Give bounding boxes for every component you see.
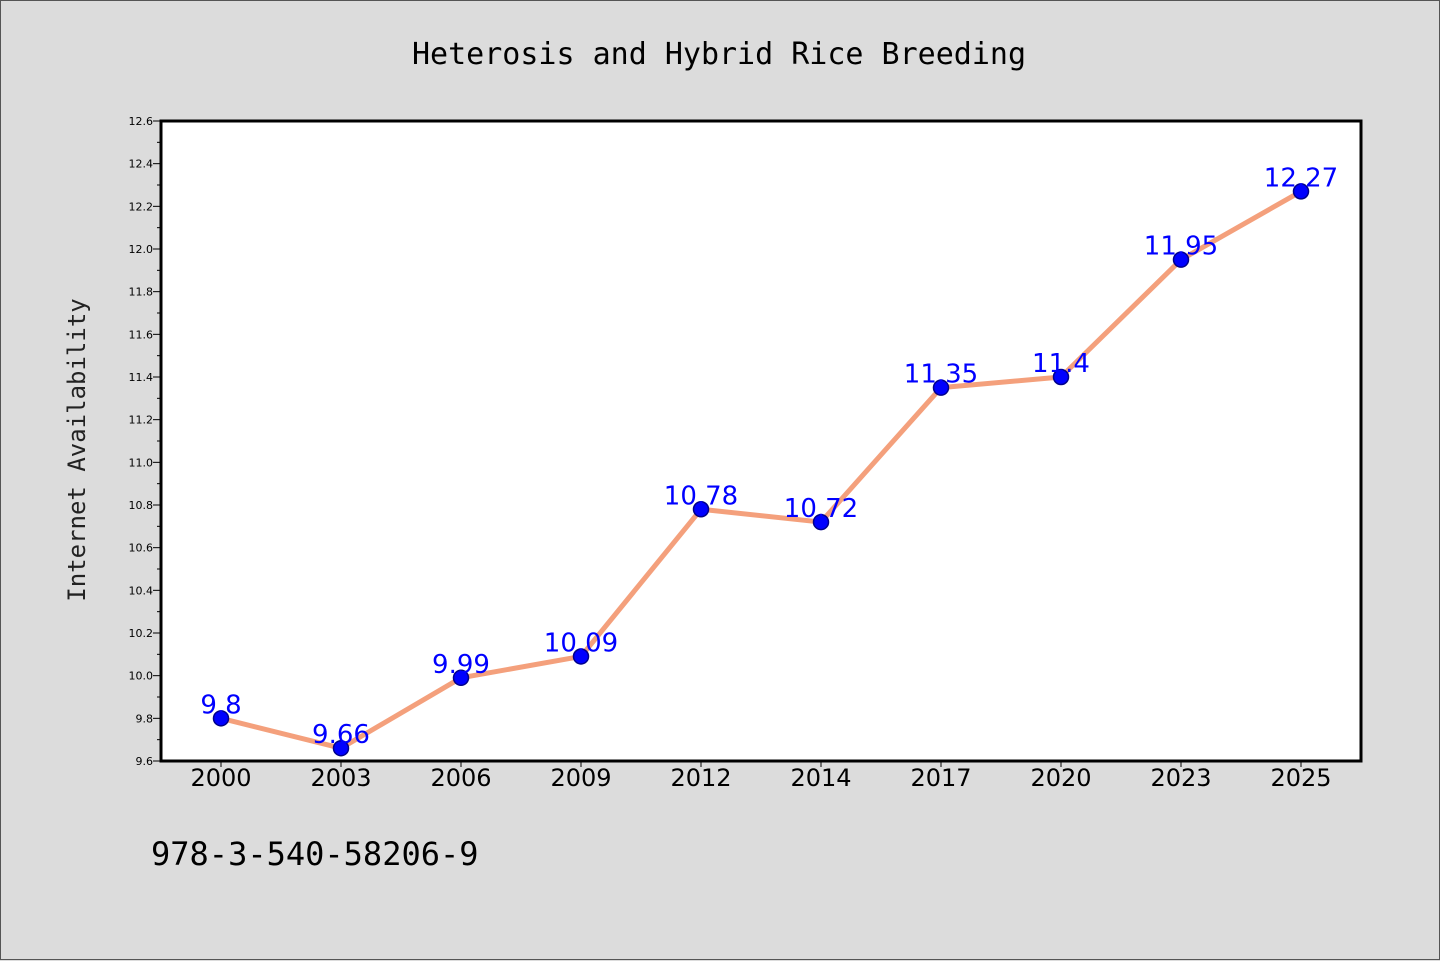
x-tick-label: 2020 bbox=[1030, 764, 1091, 792]
x-tick-label: 2025 bbox=[1270, 764, 1331, 792]
y-axis-label: Internet Availability bbox=[63, 298, 91, 601]
series-line-path bbox=[218, 188, 1304, 751]
chart-title: Heterosis and Hybrid Rice Breeding bbox=[412, 37, 1026, 72]
y-tick-label: 10.0 bbox=[129, 670, 154, 683]
y-tick-label: 11.6 bbox=[129, 328, 154, 341]
x-tick-label: 2023 bbox=[1150, 764, 1211, 792]
x-tick-label: 2000 bbox=[190, 764, 251, 792]
x-tick-label: 2006 bbox=[430, 764, 491, 792]
y-tick-label: 10.8 bbox=[129, 499, 154, 512]
y-axis: 9.6 9.8 10.0 10.2 10.4 10.6 10.8 11.0 11.2 11.4 11… bbox=[129, 115, 161, 768]
data-label: 11.4 bbox=[1032, 349, 1090, 379]
x-axis: 2000 2003 2006 2009 2012 2014 2017 2020 2023 2025 bbox=[190, 761, 1332, 792]
y-tick-label: 9.6 bbox=[136, 755, 154, 768]
data-label: 10.78 bbox=[664, 481, 738, 511]
y-tick-label: 12.6 bbox=[129, 115, 154, 128]
y-tick-label: 9.8 bbox=[136, 712, 154, 725]
y-tick-label: 12.2 bbox=[129, 200, 154, 213]
data-label: 10.09 bbox=[544, 628, 618, 658]
data-point bbox=[1292, 183, 1310, 200]
footer-code: 978-3-540-58206-9 bbox=[151, 835, 479, 873]
series-line bbox=[218, 188, 1304, 751]
data-point bbox=[1172, 251, 1190, 268]
data-point bbox=[812, 513, 830, 531]
y-tick-label: 11.4 bbox=[129, 371, 154, 384]
data-point bbox=[572, 648, 590, 665]
data-label: 11.35 bbox=[904, 360, 978, 390]
series-markers bbox=[212, 183, 1310, 757]
x-tick-label: 2017 bbox=[910, 764, 971, 792]
y-tick-label: 10.4 bbox=[129, 584, 154, 597]
y-tick-label: 10.6 bbox=[129, 542, 154, 555]
y-tick-label: 12.0 bbox=[129, 243, 154, 256]
x-tick-label: 2003 bbox=[310, 764, 371, 792]
x-tick-label: 2014 bbox=[790, 764, 851, 792]
y-tick-label: 12.4 bbox=[129, 158, 154, 171]
data-label: 9.8 bbox=[200, 690, 241, 720]
data-label: 11.95 bbox=[1144, 232, 1218, 262]
y-tick-label: 10.2 bbox=[129, 627, 154, 640]
data-label: 9.99 bbox=[432, 650, 490, 680]
y-tick-label: 11.2 bbox=[129, 414, 154, 427]
x-tick-label: 2012 bbox=[670, 764, 731, 792]
data-point bbox=[332, 739, 350, 757]
data-label: 12.27 bbox=[1264, 163, 1338, 193]
data-point bbox=[452, 669, 470, 687]
data-point bbox=[932, 379, 950, 396]
data-point bbox=[692, 501, 710, 518]
data-point bbox=[212, 710, 230, 727]
y-tick-label: 11.8 bbox=[129, 286, 154, 299]
data-label: 10.72 bbox=[784, 494, 858, 524]
y-tick-label: 11.0 bbox=[129, 456, 154, 469]
data-label: 9.66 bbox=[312, 720, 370, 750]
plot-area bbox=[159, 119, 1363, 763]
data-point bbox=[1052, 368, 1070, 386]
data-labels: 9.8 9.66 9.99 10.09 10.78 10.72 11.35 11.4 11.95… bbox=[200, 163, 1338, 750]
x-tick-label: 2009 bbox=[550, 764, 611, 792]
